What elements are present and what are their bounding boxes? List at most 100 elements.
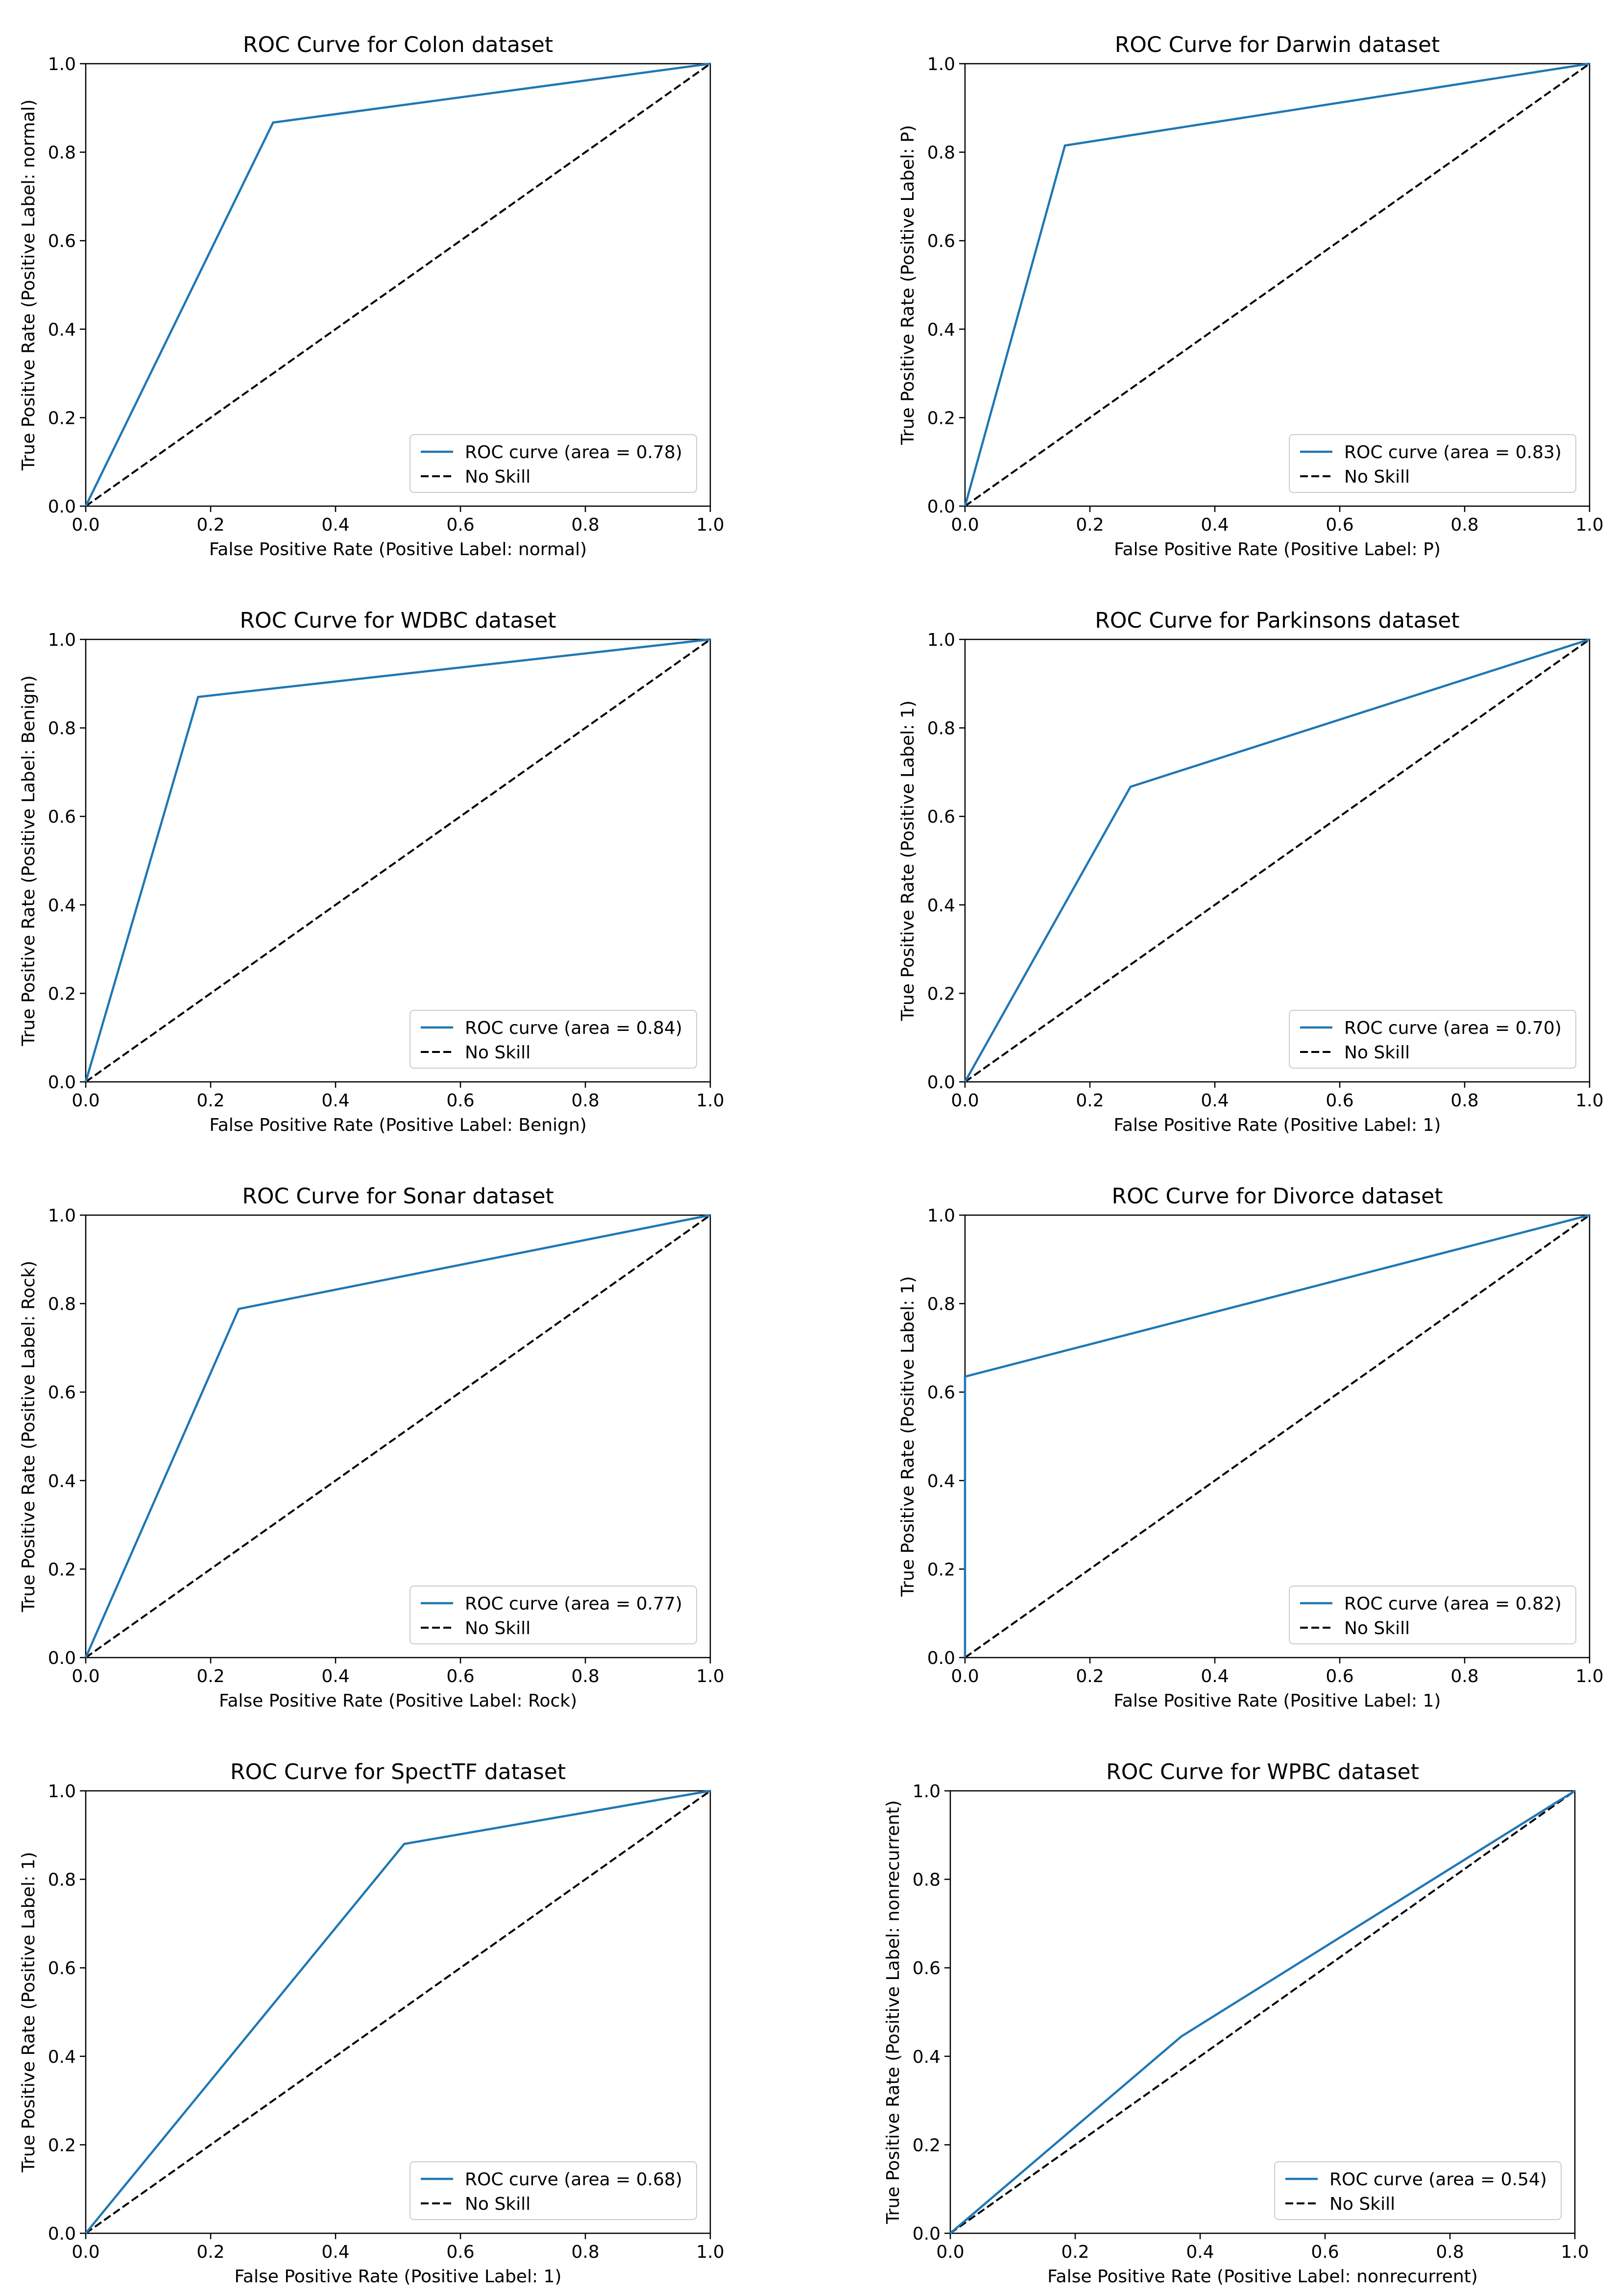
x-tick-label: 0.6 — [446, 515, 474, 535]
y-tick-label: 0.4 — [927, 1471, 955, 1491]
legend-no-skill-label: No Skill — [465, 1043, 531, 1063]
y-tick-label: 1.0 — [48, 54, 76, 74]
y-tick-label: 0.8 — [48, 1870, 76, 1890]
chart-title: ROC Curve for Sonar dataset — [242, 1184, 554, 1209]
legend-no-skill-label: No Skill — [465, 1618, 531, 1638]
y-tick-label: 0.4 — [913, 2047, 941, 2067]
x-axis-label: False Positive Rate (Positive Label: Ben… — [209, 1115, 586, 1135]
x-axis-label: False Positive Rate (Positive Label: 1) — [1114, 1691, 1441, 1711]
y-tick-label: 0.2 — [913, 2135, 941, 2155]
legend: ROC curve (area = 0.82) No Skill — [1289, 1586, 1576, 1644]
y-tick-label: 0.0 — [913, 2224, 941, 2244]
legend: ROC curve (area = 0.83) No Skill — [1289, 434, 1576, 493]
y-tick-label: 0.2 — [927, 984, 955, 1004]
y-tick-label: 0.8 — [48, 1295, 76, 1315]
x-tick-label: 0.8 — [571, 1666, 599, 1686]
x-tick-label: 0.2 — [1076, 1666, 1104, 1686]
x-tick-label: 1.0 — [1561, 2242, 1589, 2262]
x-tick-label: 1.0 — [1575, 1666, 1603, 1686]
legend-box — [410, 1586, 697, 1644]
legend-no-skill-label: No Skill — [1329, 2194, 1395, 2214]
y-tick-label: 1.0 — [48, 630, 76, 650]
y-tick-label: 0.6 — [48, 807, 76, 827]
y-tick-label: 0.2 — [927, 1560, 955, 1580]
x-tick-label: 0.4 — [1201, 515, 1229, 535]
roc-panel: ROC Curve for WPBC dataset 0.0 0.2 0.4 0.6 0.… — [883, 1759, 1589, 2287]
no-skill-line — [964, 638, 1591, 1083]
y-tick-label: 0.8 — [927, 1295, 955, 1315]
x-tick-label: 0.8 — [1436, 2242, 1464, 2262]
x-axis-label: False Positive Rate (Positive Label: 1) — [1114, 1115, 1441, 1135]
x-tick-label: 0.0 — [72, 2242, 99, 2262]
x-tick-label: 0.4 — [321, 515, 349, 535]
y-tick-label: 0.8 — [913, 1870, 941, 1890]
roc-panel: ROC Curve for WDBC dataset 0.0 0.2 0.4 0.6 0.… — [19, 608, 724, 1135]
no-skill-line — [964, 63, 1591, 507]
legend-box — [1274, 2161, 1562, 2220]
y-tick-label: 0.0 — [48, 2224, 76, 2244]
y-axis-label: True Positive Rate (Positive Label: 1) — [898, 1276, 918, 1597]
x-tick-label: 0.8 — [1450, 1666, 1478, 1686]
y-tick-label: 0.4 — [927, 320, 955, 340]
y-tick-label: 0.0 — [927, 1073, 955, 1093]
x-axis-label: False Positive Rate (Positive Label: nor… — [209, 539, 587, 560]
x-tick-label: 0.6 — [1326, 515, 1353, 535]
y-tick-label: 1.0 — [927, 1206, 955, 1226]
x-tick-label: 0.2 — [196, 515, 224, 535]
x-tick-label: 0.8 — [1450, 1091, 1478, 1111]
x-tick-label: 0.2 — [196, 2242, 224, 2262]
y-tick-label: 0.2 — [48, 408, 76, 428]
x-tick-label: 1.0 — [1575, 1091, 1603, 1111]
y-tick-label: 0.4 — [927, 896, 955, 916]
x-tick-label: 0.0 — [951, 515, 979, 535]
x-axis-label: False Positive Rate (Positive Label: Roc… — [219, 1691, 577, 1711]
x-tick-label: 0.6 — [446, 1666, 474, 1686]
x-tick-label: 0.6 — [1326, 1091, 1353, 1111]
legend-box — [410, 434, 697, 493]
y-axis-label: True Positive Rate (Positive Label: P) — [898, 125, 918, 445]
y-tick-label: 0.0 — [48, 1648, 76, 1668]
axes-frame — [964, 63, 1591, 507]
axes-frame — [85, 1214, 711, 1659]
roc-curve-line — [964, 638, 1590, 1083]
x-tick-label: 1.0 — [696, 1666, 724, 1686]
y-axis-label: True Positive Rate (Positive Label: norm… — [19, 99, 39, 471]
y-tick-label: 0.6 — [913, 1958, 941, 1978]
y-tick-label: 1.0 — [927, 630, 955, 650]
chart-title: ROC Curve for WPBC dataset — [1106, 1759, 1419, 1784]
x-tick-label: 0.6 — [446, 1091, 474, 1111]
y-tick-label: 0.0 — [927, 1648, 955, 1668]
no-skill-line — [964, 1214, 1591, 1659]
x-axis-label: False Positive Rate (Positive Label: 1) — [235, 2267, 562, 2287]
legend-box — [1289, 1010, 1576, 1069]
legend-roc-label: ROC curve (area = 0.68) — [465, 2170, 682, 2190]
legend-box — [1289, 434, 1576, 493]
axes-frame — [85, 1790, 711, 2234]
legend-no-skill-label: No Skill — [465, 2194, 531, 2214]
x-tick-label: 0.0 — [936, 2242, 964, 2262]
y-tick-label: 0.2 — [48, 984, 76, 1004]
legend-no-skill-label: No Skill — [1344, 1043, 1410, 1063]
y-tick-label: 0.0 — [48, 1073, 76, 1093]
y-tick-label: 0.2 — [48, 1560, 76, 1580]
legend-no-skill-label: No Skill — [1344, 467, 1410, 487]
x-tick-label: 1.0 — [1575, 515, 1603, 535]
no-skill-line — [85, 638, 711, 1083]
y-axis-label: True Positive Rate (Positive Label: 1) — [19, 1852, 39, 2173]
y-tick-label: 0.6 — [48, 1383, 76, 1403]
y-axis-label: True Positive Rate (Positive Label: nonr… — [883, 1800, 903, 2224]
x-tick-label: 0.0 — [72, 1666, 99, 1686]
no-skill-line — [85, 1214, 711, 1659]
legend-roc-label: ROC curve (area = 0.84) — [465, 1018, 682, 1038]
y-tick-label: 0.6 — [927, 1383, 955, 1403]
roc-panel: ROC Curve for Sonar dataset 0.0 0.2 0.4 0.6 0… — [19, 1184, 724, 1711]
x-tick-label: 0.6 — [1326, 1666, 1353, 1686]
y-tick-label: 0.4 — [48, 2047, 76, 2067]
legend-roc-label: ROC curve (area = 0.70) — [1344, 1018, 1562, 1038]
x-tick-label: 0.8 — [1450, 515, 1478, 535]
y-axis-label: True Positive Rate (Positive Label: 1) — [898, 700, 918, 1021]
legend-roc-label: ROC curve (area = 0.54) — [1329, 2170, 1547, 2190]
roc-curve-line — [949, 1790, 1576, 2234]
y-axis-label: True Positive Rate (Positive Label: Rock… — [19, 1261, 39, 1612]
